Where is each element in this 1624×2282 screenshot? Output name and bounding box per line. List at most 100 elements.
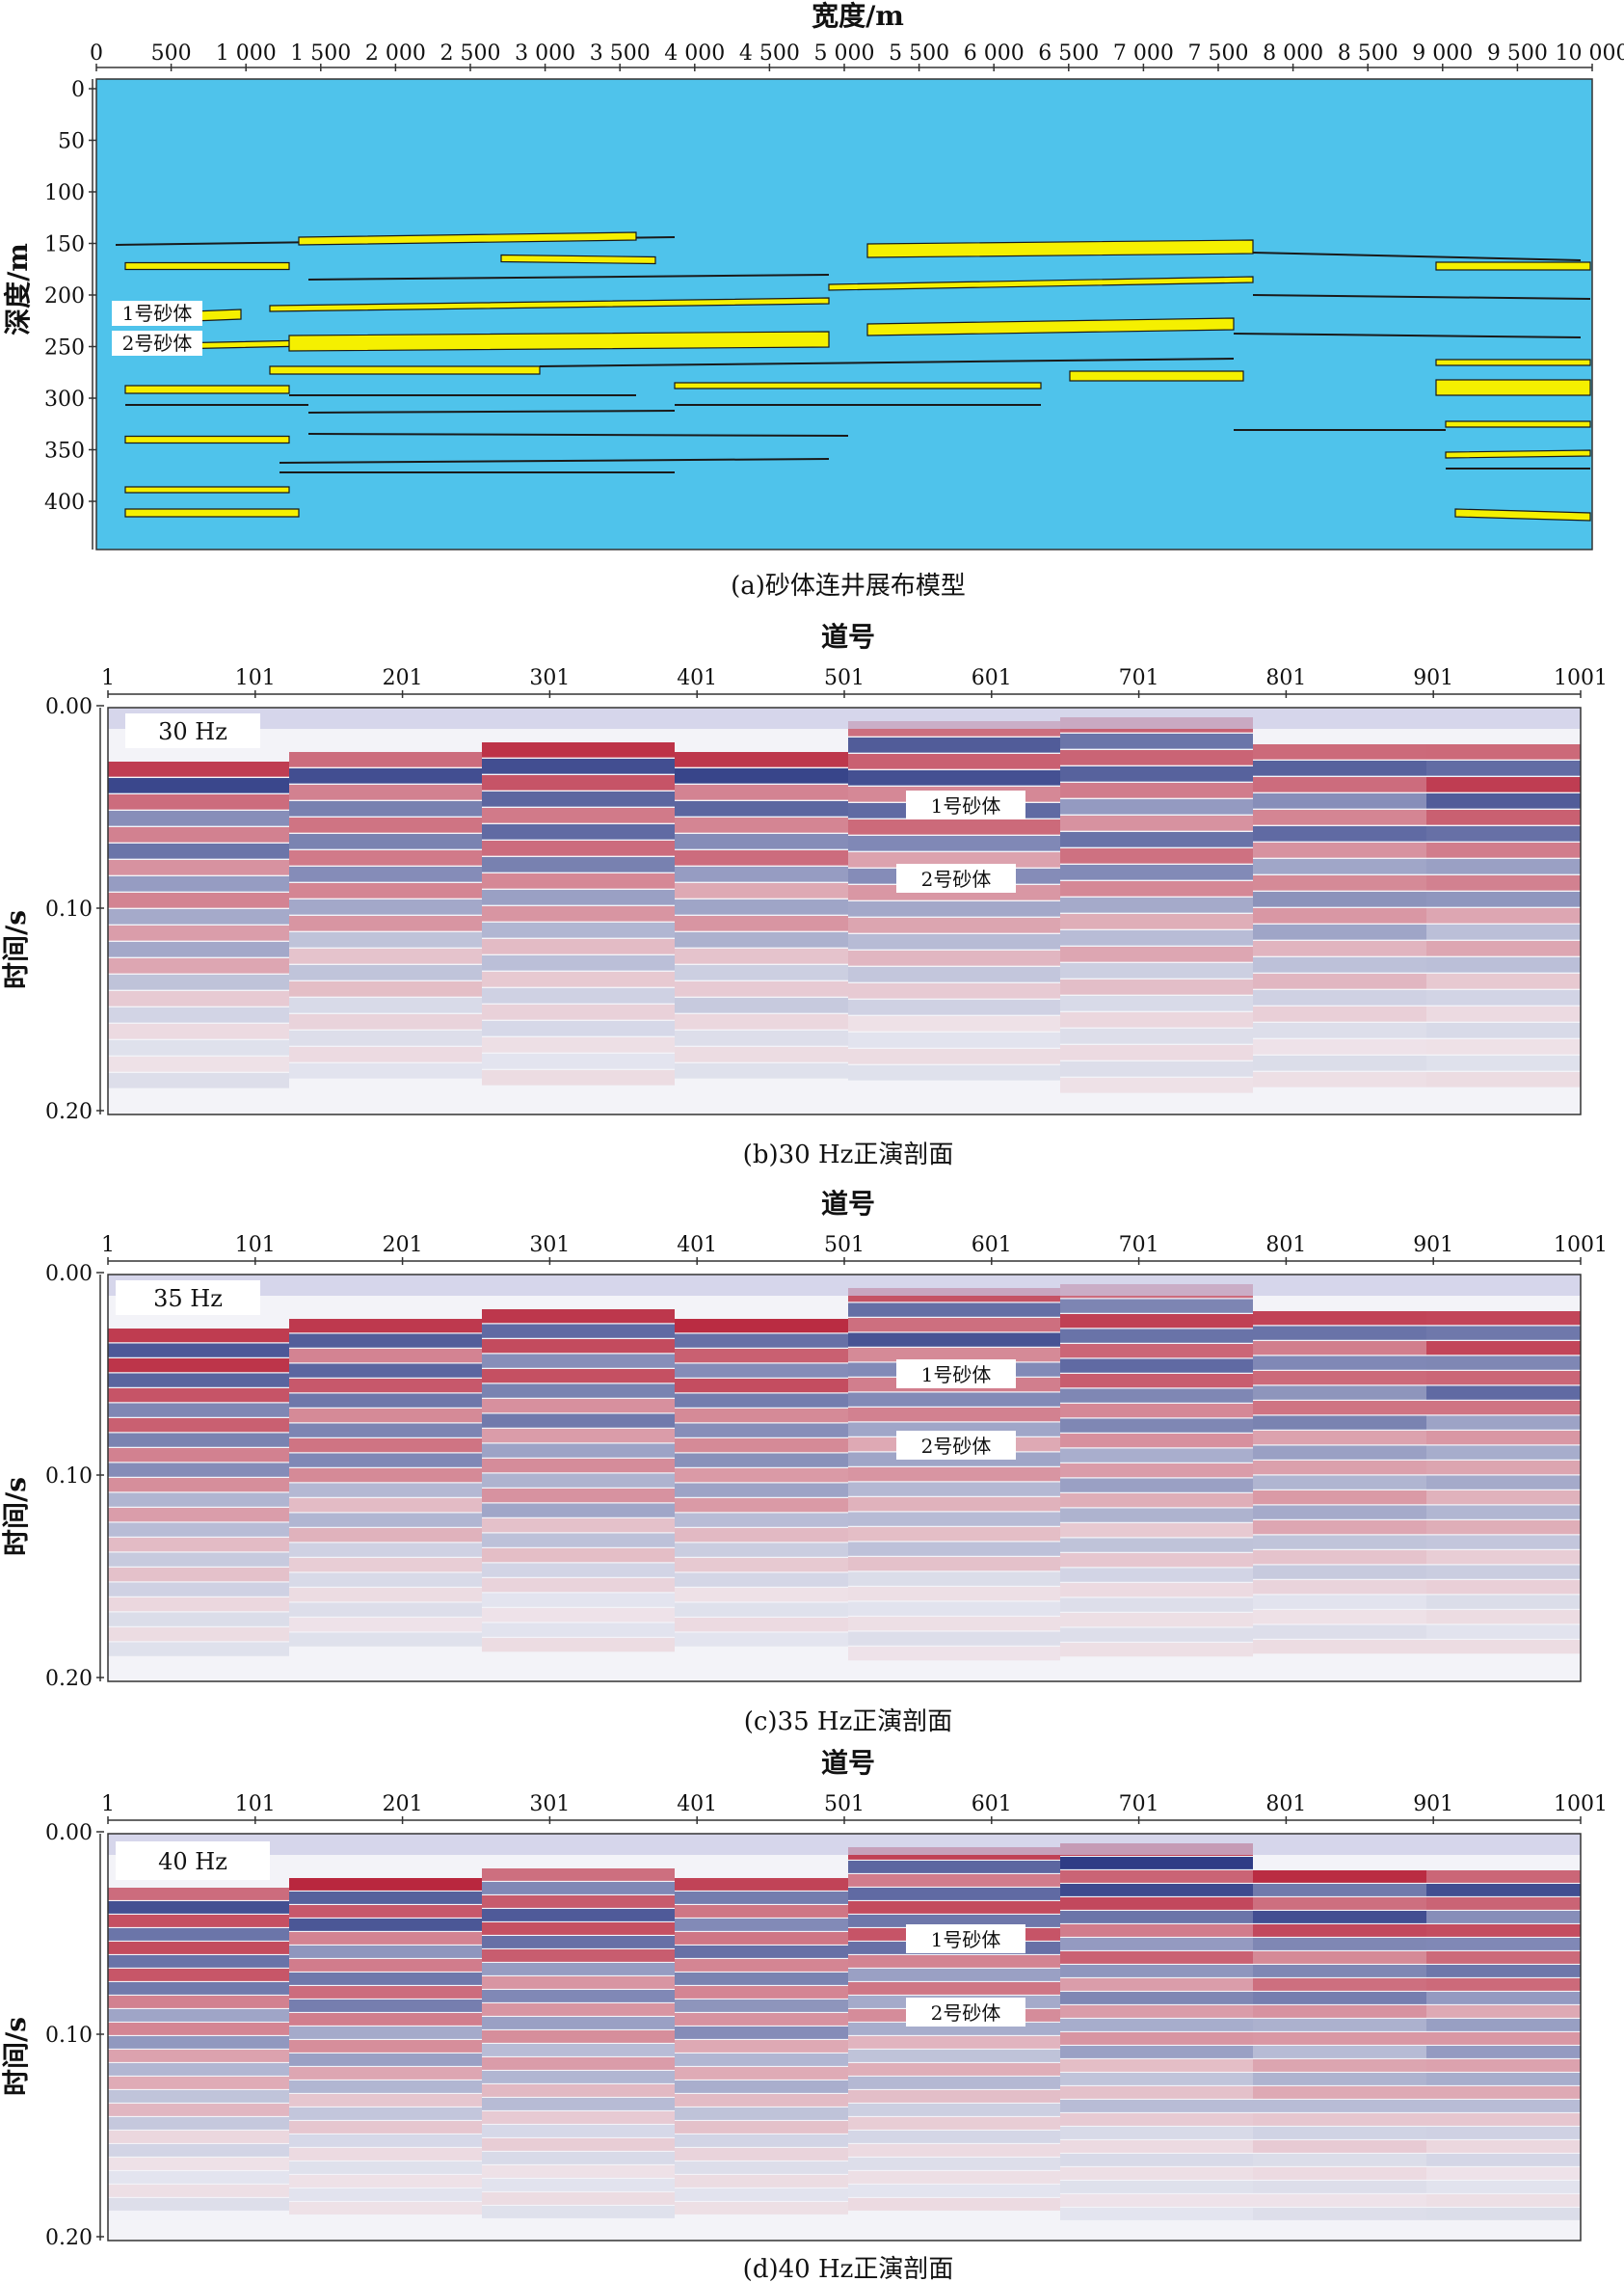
amplitude-band (482, 2098, 675, 2110)
amplitude-band (1253, 2167, 1426, 2180)
amplitude-band (289, 1031, 482, 1046)
amplitude-band (675, 818, 848, 833)
amplitude-band (1426, 1951, 1581, 1964)
amplitude-band (289, 1905, 482, 1918)
amplitude-band (1253, 957, 1426, 973)
section-b-sand1-label: 1号砂体 (931, 794, 1001, 818)
amplitude-band (848, 1587, 1060, 1601)
amplitude-band (482, 1882, 675, 1894)
amplitude-band (1426, 2208, 1581, 2220)
amplitude-band (1060, 1965, 1253, 1977)
amplitude-band (1426, 761, 1581, 776)
amplitude-band (108, 1403, 289, 1417)
section-d-x-axis-title: 道号 (821, 1747, 875, 1779)
amplitude-band (848, 1408, 1060, 1422)
amplitude-band (675, 2202, 848, 2215)
sand-body (866, 317, 1235, 336)
amplitude-band (848, 1557, 1060, 1571)
amplitude-band (1426, 2073, 1581, 2085)
amplitude-band (1426, 941, 1581, 956)
amplitude-band (289, 1528, 482, 1543)
amplitude-band (1060, 2181, 1253, 2193)
amplitude-band (1253, 1356, 1426, 1370)
amplitude-band (108, 2198, 289, 2211)
amplitude-band (289, 1393, 482, 1408)
amplitude-band (108, 1508, 289, 1522)
amplitude-band (1253, 1624, 1426, 1639)
amplitude-band (1426, 1565, 1581, 1579)
amplitude-band (289, 1063, 482, 1079)
amplitude-band (1060, 898, 1253, 913)
bedding-line (279, 458, 830, 464)
y-tick-label: 0.10 (45, 2024, 93, 2048)
amplitude-band (1426, 826, 1581, 842)
amplitude-band (848, 1915, 1060, 1927)
amplitude-band (482, 1413, 675, 1428)
amplitude-band (482, 1593, 675, 1607)
amplitude-band (108, 860, 289, 875)
section-b-frame (107, 707, 1582, 1115)
x-tick-label: 801 (1265, 1233, 1306, 1257)
amplitude-band (1060, 996, 1253, 1011)
amplitude-band (108, 1982, 289, 1995)
amplitude-band (1060, 1553, 1253, 1568)
amplitude-band (1426, 2140, 1581, 2153)
amplitude-band (482, 2179, 675, 2191)
y-tick-label: 0.10 (45, 898, 93, 922)
top-band (108, 1834, 1581, 1855)
amplitude-band (675, 1014, 848, 1030)
amplitude-band (108, 1538, 289, 1552)
x-tick-label: 4 500 (739, 41, 800, 66)
amplitude-band (108, 1942, 289, 1954)
amplitude-band (289, 1453, 482, 1467)
x-tick-label: 401 (677, 666, 717, 690)
amplitude-band (1426, 2005, 1581, 2018)
amplitude-band (289, 2067, 482, 2080)
x-tick-label: 8 000 (1263, 41, 1323, 66)
amplitude-band (1426, 1072, 1581, 1087)
amplitude-band (1060, 1523, 1253, 1538)
amplitude-band (1060, 1045, 1253, 1060)
amplitude-band (675, 867, 848, 882)
amplitude-band (1426, 1884, 1581, 1896)
amplitude-band (848, 1527, 1060, 1542)
section-c-svg: 道号 1 101 201 301 401 501 601 701 801 901 1001 0.00… (0, 1188, 1608, 1736)
sand-body (288, 331, 830, 352)
amplitude-band (848, 2144, 1060, 2157)
amplitude-band (848, 836, 1060, 851)
amplitude-band (289, 1892, 482, 1904)
amplitude-band (1253, 1445, 1426, 1460)
amplitude-band (482, 1309, 675, 1324)
amplitude-band (482, 1489, 675, 1503)
amplitude-band (482, 2138, 675, 2151)
amplitude-band (289, 1014, 482, 1030)
bedding-line (307, 410, 676, 414)
amplitude-band (1426, 1415, 1581, 1430)
amplitude-band (675, 1483, 848, 1497)
amplitude-band (108, 1057, 289, 1072)
amplitude-band (1253, 1965, 1426, 1977)
amplitude-band (1060, 1329, 1253, 1343)
amplitude-band (675, 2040, 848, 2053)
amplitude-band (675, 1959, 848, 1972)
x-tick-label: 1 (101, 1233, 115, 1257)
amplitude-band (675, 1393, 848, 1408)
amplitude-band (108, 2117, 289, 2130)
amplitude-band (1253, 1023, 1426, 1038)
amplitude-band (1060, 1344, 1253, 1358)
amplitude-band (289, 1602, 482, 1617)
amplitude-band (675, 1892, 848, 1904)
amplitude-band (1060, 1061, 1253, 1077)
amplitude-band (1426, 2127, 1581, 2139)
amplitude-band (482, 1578, 675, 1593)
amplitude-band (1060, 2032, 1253, 2045)
x-tick-label: 301 (529, 1792, 570, 1816)
x-tick-label: 601 (972, 666, 1012, 690)
amplitude-band (1253, 1897, 1426, 1910)
amplitude-band (289, 965, 482, 980)
amplitude-band (848, 1617, 1060, 1631)
amplitude-band (108, 1996, 289, 2008)
x-tick-label: 401 (677, 1792, 717, 1816)
amplitude-band (1060, 1493, 1253, 1508)
amplitude-band (848, 1302, 1060, 1317)
